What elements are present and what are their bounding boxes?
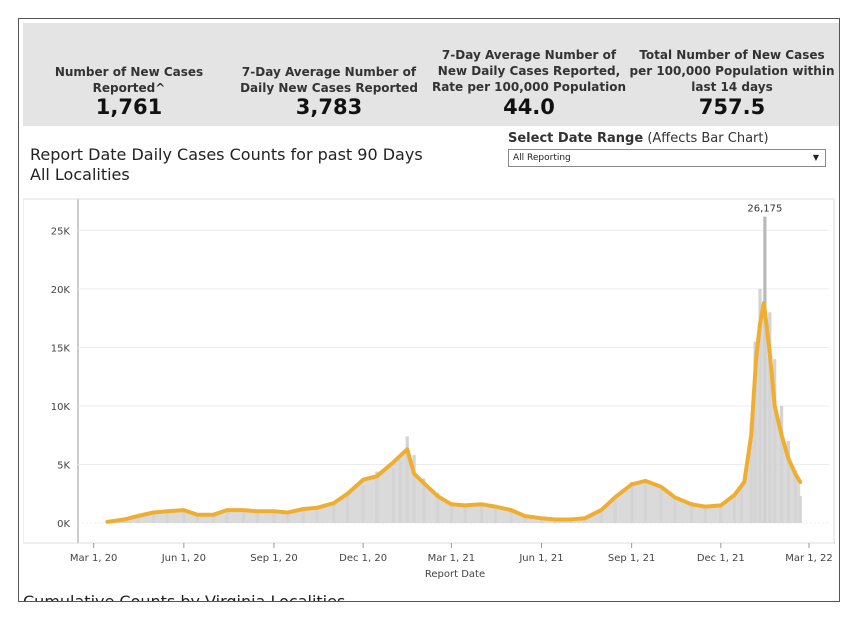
chart-title-line-2: All Localities — [30, 165, 130, 184]
daily-cases-chart-svg: 0K 5K 10K 15K 20K 25K Mar 1, 20 Jun 1, 20 Sep 1,… — [23, 198, 835, 579]
y-tick-label: 25K — [51, 226, 71, 237]
date-range-label-rest: (Affects Bar Chart) — [643, 131, 769, 146]
x-tick-label: Sep 1, 20 — [250, 553, 297, 564]
kpi-summary-bar: Number of New Cases Reported^ 1,761 7-Da… — [23, 23, 839, 126]
daily-cases-bar-mass — [107, 303, 801, 523]
chart-title-line-1: Report Date Daily Cases Counts for past … — [30, 145, 423, 164]
kpi-14day-total-label-3: last 14 days — [691, 80, 773, 94]
x-tick-label: Dec 1, 20 — [339, 553, 387, 564]
kpi-14day-total-label-1: Total Number of New Cases — [639, 48, 825, 62]
x-axis-label: Report Date — [425, 569, 485, 579]
chart-title: Report Date Daily Cases Counts for past … — [30, 145, 423, 185]
kpi-7day-rate: 7-Day Average Number of New Daily Cases … — [429, 23, 629, 126]
kpi-new-cases: Number of New Cases Reported^ 1,761 — [29, 23, 229, 126]
y-tick-label: 10K — [51, 402, 71, 413]
kpi-7day-average-label-2: Daily New Cases Reported — [240, 81, 418, 95]
kpi-7day-rate-label-3: Rate per 100,000 Population — [431, 80, 627, 94]
x-tick-label: Sep 1, 21 — [608, 553, 655, 564]
date-range-select[interactable]: All Reporting ▼ — [508, 149, 826, 167]
y-tick-label: 0K — [57, 519, 70, 530]
y-tick-label: 5K — [57, 460, 70, 471]
x-tick-label: Dec 1, 21 — [697, 553, 745, 564]
kpi-7day-average: 7-Day Average Number of Daily New Cases … — [229, 23, 429, 126]
kpi-14day-total-value: 757.5 — [698, 95, 766, 119]
kpi-new-cases-label-2: Reported^ — [92, 81, 166, 95]
peak-annotation-label: 26,175 — [747, 204, 782, 215]
kpi-7day-average-label-1: 7-Day Average Number of — [241, 65, 417, 79]
x-tick-label: Mar 1, 22 — [785, 553, 833, 564]
seven-day-average-line — [105, 301, 803, 524]
kpi-7day-rate-value: 44.0 — [503, 95, 555, 119]
daily-cases-chart: 0K 5K 10K 15K 20K 25K Mar 1, 20 Jun 1, 20 Sep 1,… — [23, 195, 835, 579]
date-range-selected-value: All Reporting — [513, 153, 571, 163]
y-tick-label: 20K — [51, 285, 71, 296]
cumulative-counts-heading: Cumulative Counts by Virginia Localities — [23, 592, 346, 602]
kpi-7day-rate-label-2: New Daily Cases Reported, — [437, 64, 621, 78]
y-tick-label: 15K — [51, 343, 71, 354]
date-range-label-bold: Select Date Range — [508, 131, 644, 146]
kpi-new-cases-value: 1,761 — [95, 95, 163, 119]
kpi-14day-total-label-2: per 100,000 Population within — [629, 64, 835, 78]
x-tick-label: Mar 1, 21 — [428, 553, 476, 564]
date-range-label: Select Date Range (Affects Bar Chart) — [508, 131, 769, 146]
kpi-7day-rate-label-1: 7-Day Average Number of — [441, 48, 617, 62]
dashboard-frame: Number of New Cases Reported^ 1,761 7-Da… — [18, 18, 840, 602]
kpi-new-cases-label-1: Number of New Cases — [54, 65, 204, 79]
kpi-14day-total: Total Number of New Cases per 100,000 Po… — [629, 23, 835, 126]
plot-border — [23, 198, 835, 544]
dropdown-caret-icon: ▼ — [812, 153, 819, 162]
kpi-7day-average-value: 3,783 — [295, 95, 363, 119]
x-tick-label: Jun 1, 20 — [161, 553, 206, 564]
x-tick-label: Jun 1, 21 — [518, 553, 563, 564]
x-tick-label: Mar 1, 20 — [70, 553, 118, 564]
